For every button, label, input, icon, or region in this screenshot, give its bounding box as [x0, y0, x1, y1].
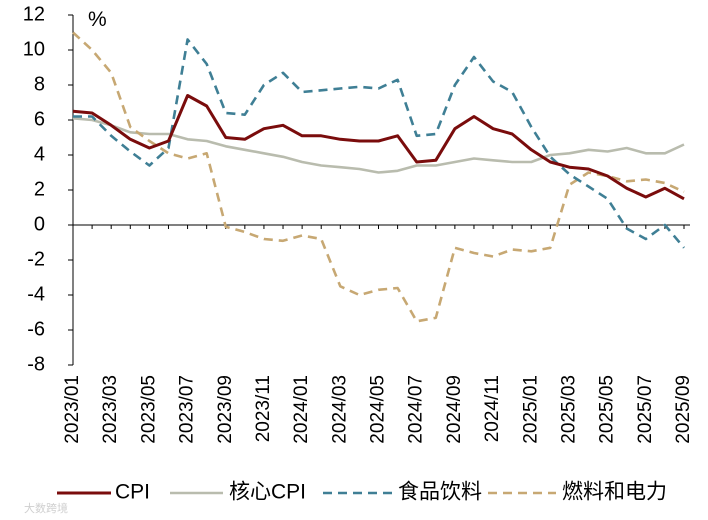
axes: 12 10 8 6 4 2 0 -2 -4 -6 -8 2023/01 2023/03 2023/05 20…: [23, 3, 694, 443]
x-tick-label: 2023/03: [100, 375, 121, 444]
x-tick-label: 2024/05: [368, 375, 389, 444]
y-tick-label: 0: [34, 213, 45, 235]
y-tick-label: 2: [34, 178, 45, 200]
x-tick-label: 2024/11: [482, 375, 503, 442]
x-tick-label: 2023/05: [138, 375, 159, 444]
y-tick-label: -8: [27, 353, 45, 375]
x-tick-label: 2025/09: [673, 375, 694, 444]
y-tick-label: -2: [27, 248, 45, 270]
x-tick-label: 2023/09: [215, 375, 236, 444]
series-line-2: [73, 38, 685, 249]
series-lines: [72, 31, 685, 323]
y-tick-label: 10: [23, 38, 45, 60]
x-tick-label: 2024/07: [406, 375, 427, 444]
y-tick-label: 4: [34, 143, 45, 165]
legend: CPI 核心CPI 食品饮料 燃料和电力: [57, 481, 667, 504]
series-line-0: [72, 94, 685, 201]
x-tick-label: 2023/07: [177, 375, 198, 444]
x-tick-label: 2024/09: [444, 375, 465, 444]
series-line-1: [72, 117, 685, 174]
y-tick-label: -6: [27, 318, 45, 340]
x-tick-label: 2024/03: [329, 375, 350, 444]
x-tick-label: 2023/01: [62, 375, 83, 444]
x-tick-label: 2023/11: [253, 375, 274, 442]
y-tick-label: 6: [34, 108, 45, 130]
x-tick-label: 2025/05: [597, 375, 618, 444]
x-tick-label: 2025/01: [520, 375, 541, 444]
y-tick-label: -4: [27, 283, 45, 305]
series-line-3: [72, 31, 685, 323]
x-tick-label: 2025/07: [635, 375, 656, 444]
watermark-text: 大数跨境: [24, 501, 68, 515]
legend-label-0: CPI: [115, 481, 150, 504]
legend-label-3: 燃料和电力: [562, 481, 667, 504]
y-unit-label: %: [88, 8, 107, 31]
legend-label-2: 食品饮料: [398, 481, 482, 504]
y-tick-label: 8: [34, 73, 45, 95]
x-tick-label: 2025/03: [558, 375, 579, 444]
y-tick-label: 12: [23, 3, 45, 25]
x-tick-label: 2024/01: [291, 375, 312, 444]
legend-label-1: 核心CPI: [229, 481, 306, 504]
